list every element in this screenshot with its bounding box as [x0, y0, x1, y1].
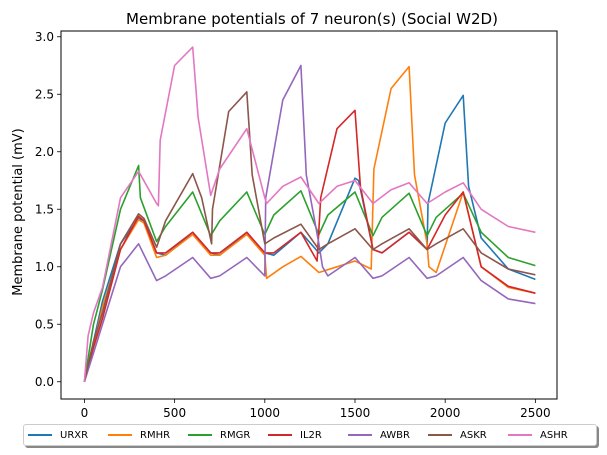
- line-chart: Membrane potentials of 7 neuron(s) (Soci…: [11, 10, 558, 420]
- y-tick-label: 0.0: [35, 375, 54, 389]
- legend-item-rmgr: RMGR: [188, 430, 268, 441]
- series-line-ashr: [83, 46, 536, 382]
- legend-item-il2r: IL2R: [268, 430, 348, 441]
- y-tick-label: 1.0: [35, 260, 54, 274]
- legend: URXR RMHR RMGR IL2R AWBR ASKR ASHR: [23, 424, 597, 446]
- plot-frame: [60, 30, 558, 400]
- x-tick-label: 1000: [250, 406, 281, 420]
- legend-item-rmhr: RMHR: [108, 430, 188, 441]
- legend-label: ASKR: [460, 429, 487, 441]
- y-tick-label: 2.5: [35, 87, 54, 101]
- x-tick-label: 0: [81, 406, 89, 420]
- x-tick-label: 500: [163, 406, 186, 420]
- chart-title: Membrane potentials of 7 neuron(s) (Soci…: [126, 10, 498, 28]
- x-tick-label: 2500: [520, 406, 551, 420]
- series-line-rmhr: [83, 65, 536, 382]
- y-tick-label: 3.0: [35, 30, 54, 44]
- legend-swatch: [28, 434, 52, 436]
- legend-label: RMGR: [220, 429, 251, 441]
- legend-swatch: [348, 434, 372, 436]
- legend-label: AWBR: [380, 429, 410, 441]
- x-axis-ticks: 0 500 1000 1500 2000 2500: [81, 399, 551, 420]
- y-tick-label: 2.0: [35, 145, 54, 159]
- y-axis-label: Membrane potential (mV): [11, 128, 26, 295]
- y-tick-label: 1.5: [35, 202, 54, 216]
- series-line-awbr: [83, 64, 536, 383]
- legend-item-urxr: URXR: [28, 430, 108, 441]
- series-line-rmgr: [83, 164, 536, 382]
- x-tick-label: 2000: [430, 406, 461, 420]
- series-line-askr: [83, 91, 536, 382]
- series-line-il2r: [83, 109, 536, 383]
- legend-item-awbr: AWBR: [348, 430, 428, 441]
- legend-swatch: [268, 434, 292, 436]
- plot-lines: [83, 46, 536, 383]
- legend-swatch: [108, 434, 132, 436]
- legend-swatch: [188, 434, 212, 436]
- legend-item-ashr: ASHR: [508, 430, 588, 441]
- legend-label: ASHR: [540, 429, 568, 441]
- legend-item-askr: ASKR: [428, 430, 508, 441]
- y-axis-ticks: 0.0 0.5 1.0 1.5 2.0 2.5 3.0: [35, 30, 61, 389]
- y-tick-label: 0.5: [35, 317, 54, 331]
- x-tick-label: 1500: [340, 406, 371, 420]
- legend-label: IL2R: [300, 429, 322, 441]
- legend-swatch: [508, 434, 532, 436]
- legend-swatch: [428, 434, 452, 436]
- legend-label: RMHR: [140, 429, 171, 441]
- legend-label: URXR: [60, 429, 89, 441]
